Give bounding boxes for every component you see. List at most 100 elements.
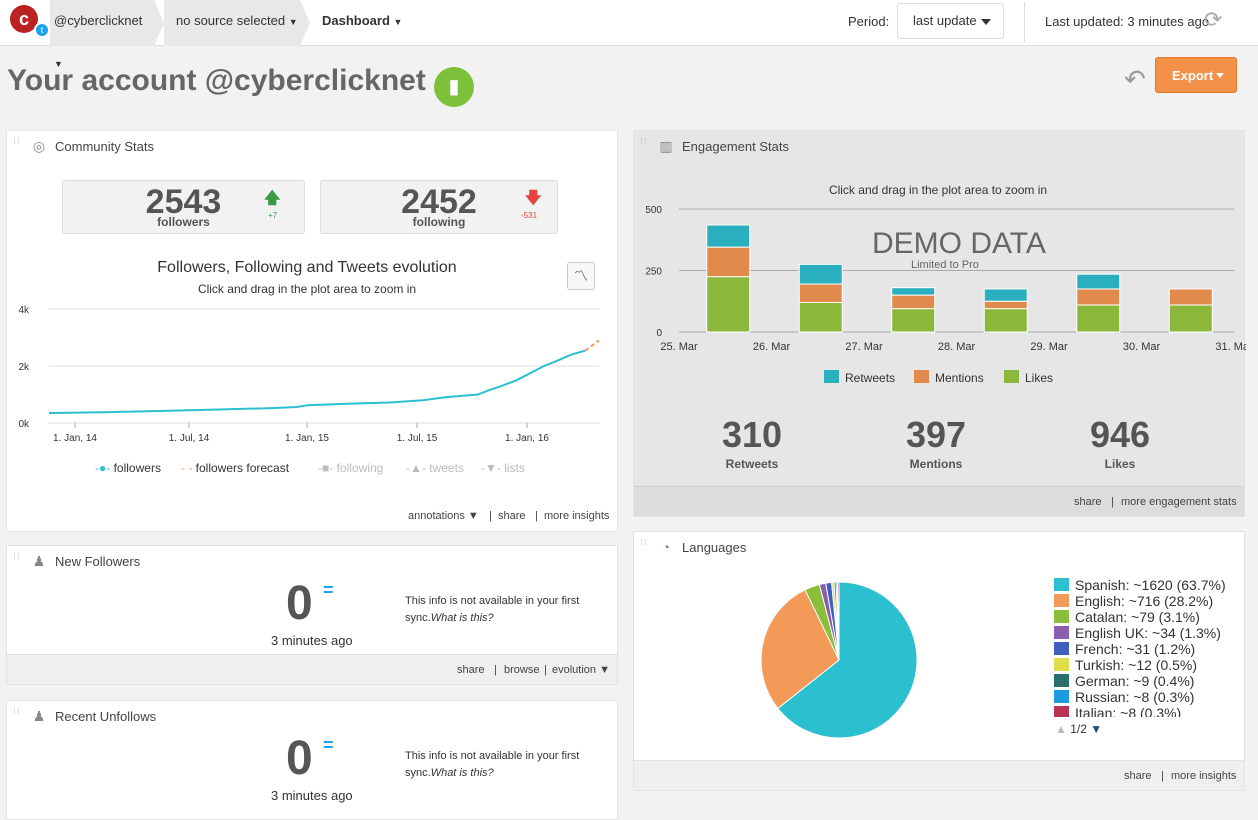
legend-tweets[interactable]: -▲- tweets <box>406 461 464 475</box>
languages-panel: ⁝⁝ ◔ Languages Spanish: ~1620 (63.7%) Eng… <box>633 531 1245 791</box>
language-label: Catalan: ~79 (3.1%) <box>1075 609 1200 625</box>
annotations-link[interactable]: annotations ▼ <box>408 510 479 522</box>
bar-retweets <box>706 224 751 248</box>
share-link[interactable]: share <box>1124 770 1152 782</box>
account-selector[interactable]: @cyberclicknet ▼ <box>50 0 154 69</box>
panel-title: New Followers <box>55 554 141 569</box>
chevron-down-icon: ▼ <box>393 17 403 27</box>
language-label: Italian: ~8 (0.3%) <box>1075 705 1182 717</box>
followers-stat: 2543 followers 🡅 +7 <box>62 180 305 234</box>
period-select[interactable]: last update <box>897 3 1004 39</box>
more-engagement-link[interactable]: more engagement stats <box>1121 496 1237 508</box>
more-insights-link[interactable]: more insights <box>1171 770 1237 782</box>
info-text: This info is not available in your first… <box>405 593 605 627</box>
x-tick-label: 28. Mar <box>938 341 976 353</box>
new-followers-panel: ⁝⁝ ♟ New Followers 0 = 3 minutes ago Thi… <box>6 545 618 685</box>
language-legend-item[interactable]: English UK: ~34 (1.3%) <box>1054 625 1221 641</box>
legend-likes[interactable]: Likes <box>1004 370 1053 385</box>
export-button[interactable]: Export <box>1155 57 1237 93</box>
language-legend-item[interactable]: Catalan: ~79 (3.1%) <box>1054 609 1200 625</box>
y-tick-label: 0k <box>18 419 30 430</box>
bar-retweets <box>983 288 1028 302</box>
x-tick-label: 31. Mar <box>1215 341 1246 353</box>
followers-count: 2543 <box>145 183 222 221</box>
share-link[interactable]: share <box>498 510 526 522</box>
breadcrumb-separator <box>154 0 164 46</box>
book-icon[interactable]: ▮ <box>434 67 474 107</box>
footer-divider: | <box>535 510 538 522</box>
breadcrumb-separator <box>300 0 310 46</box>
language-label: English: ~716 (28.2%) <box>1075 593 1214 609</box>
drag-handle-icon[interactable]: ⁝⁝ <box>640 136 648 146</box>
refresh-icon[interactable]: ⟳ <box>1204 7 1223 32</box>
language-legend-item[interactable]: Russian: ~8 (0.3%) <box>1054 689 1194 705</box>
legend-swatch <box>1054 594 1069 607</box>
user-add-icon: ♟ <box>32 553 46 569</box>
share-link[interactable]: share <box>1074 496 1102 508</box>
legend-pager[interactable]: ▲ 1/2 ▼ <box>1055 722 1102 736</box>
source-selector[interactable]: no source selected ▼ <box>164 0 300 46</box>
bar-likes <box>1076 304 1121 333</box>
twitter-icon: t <box>34 22 50 38</box>
legend-retweets[interactable]: Retweets <box>824 370 895 385</box>
what-is-this-link[interactable]: What is this? <box>430 767 494 779</box>
more-insights-link[interactable]: more insights <box>544 510 610 522</box>
legend-marker-icon: - - <box>181 461 193 475</box>
panel-footer: share | more engagement stats <box>634 486 1244 516</box>
legend-followers[interactable]: -●- followers <box>95 461 161 475</box>
language-legend-item[interactable]: Italian: ~8 (0.3%) <box>1054 705 1181 717</box>
export-label: Export <box>1172 68 1214 83</box>
share-link[interactable]: share <box>457 664 485 676</box>
languages-pie-chart[interactable] <box>744 572 944 752</box>
engagement-bar-chart[interactable]: 0 250 500 25. Mar 26. Mar 27. Mar 28. Mar 29. M… <box>634 197 1246 427</box>
chart-menu-icon[interactable]: 〽 <box>567 262 595 290</box>
legend-followers-forecast[interactable]: - - followers forecast <box>181 461 289 475</box>
bar-mentions <box>706 246 751 278</box>
legend-label: tweets <box>429 461 464 475</box>
followers-line-chart[interactable]: 0k 2k 4k 1. Jan, 14 1. Jul, 14 1. Jan, 15 1. J… <box>7 299 617 509</box>
drag-handle-icon[interactable]: ⁝⁝ <box>13 706 21 716</box>
language-legend-item[interactable]: Turkish: ~12 (0.5%) <box>1054 657 1197 673</box>
legend-label: followers <box>113 461 161 475</box>
legend-label: following <box>336 461 384 475</box>
legend-lists[interactable]: -▼- lists <box>481 461 525 475</box>
drag-handle-icon[interactable]: ⁝⁝ <box>640 537 648 547</box>
legend-swatch <box>824 370 839 383</box>
legend-marker-icon: -▼- <box>481 461 501 475</box>
language-legend-item[interactable]: Spanish: ~1620 (63.7%) <box>1054 577 1226 593</box>
back-arrow-icon[interactable]: ↶ <box>1124 64 1146 94</box>
arrow-up-icon: 🡅 <box>264 190 281 207</box>
following-delta: -531 <box>521 211 538 220</box>
arrow-down-icon: 🡇 <box>525 190 542 207</box>
community-stats-panel: ⁝⁝ ◎ Community Stats 2543 followers 🡅 +7… <box>6 130 618 532</box>
bar-likes <box>983 308 1028 333</box>
legend-swatch <box>1054 626 1069 639</box>
updated-ago: 3 minutes ago <box>271 633 353 648</box>
what-is-this-link[interactable]: What is this? <box>430 612 494 624</box>
section-label: Dashboard <box>322 13 390 28</box>
pager-down-icon[interactable]: ▼ <box>1090 722 1103 736</box>
panel-title: Community Stats <box>55 139 154 154</box>
legend-swatch <box>1054 674 1069 687</box>
drag-handle-icon[interactable]: ⁝⁝ <box>13 136 21 146</box>
legend-following[interactable]: -■- following <box>318 461 383 475</box>
legend-swatch <box>1054 578 1069 591</box>
evolution-link[interactable]: evolution ▼ <box>552 664 610 676</box>
likes-count: 946 <box>1089 414 1151 455</box>
bar-likes <box>706 276 751 333</box>
updated-ago: 3 minutes ago <box>271 788 353 803</box>
language-legend-item[interactable]: German: ~9 (0.4%) <box>1054 673 1194 689</box>
source-label: no source selected <box>176 13 286 28</box>
browse-link[interactable]: browse <box>504 664 540 676</box>
app-logo[interactable]: c <box>10 5 38 33</box>
demo-watermark: DEMO DATA <box>872 227 1046 260</box>
section-selector[interactable]: Dashboard ▼ <box>322 0 402 46</box>
bar-mentions <box>798 283 843 303</box>
language-legend-item[interactable]: French: ~31 (1.2%) <box>1054 641 1195 657</box>
pager-up-icon[interactable]: ▲ <box>1055 722 1067 736</box>
legend-mentions[interactable]: Mentions <box>914 370 984 385</box>
drag-handle-icon[interactable]: ⁝⁝ <box>13 551 21 561</box>
panel-title: Recent Unfollows <box>55 709 157 724</box>
no-change-icon: = <box>323 735 334 755</box>
language-legend-item[interactable]: English: ~716 (28.2%) <box>1054 593 1213 609</box>
